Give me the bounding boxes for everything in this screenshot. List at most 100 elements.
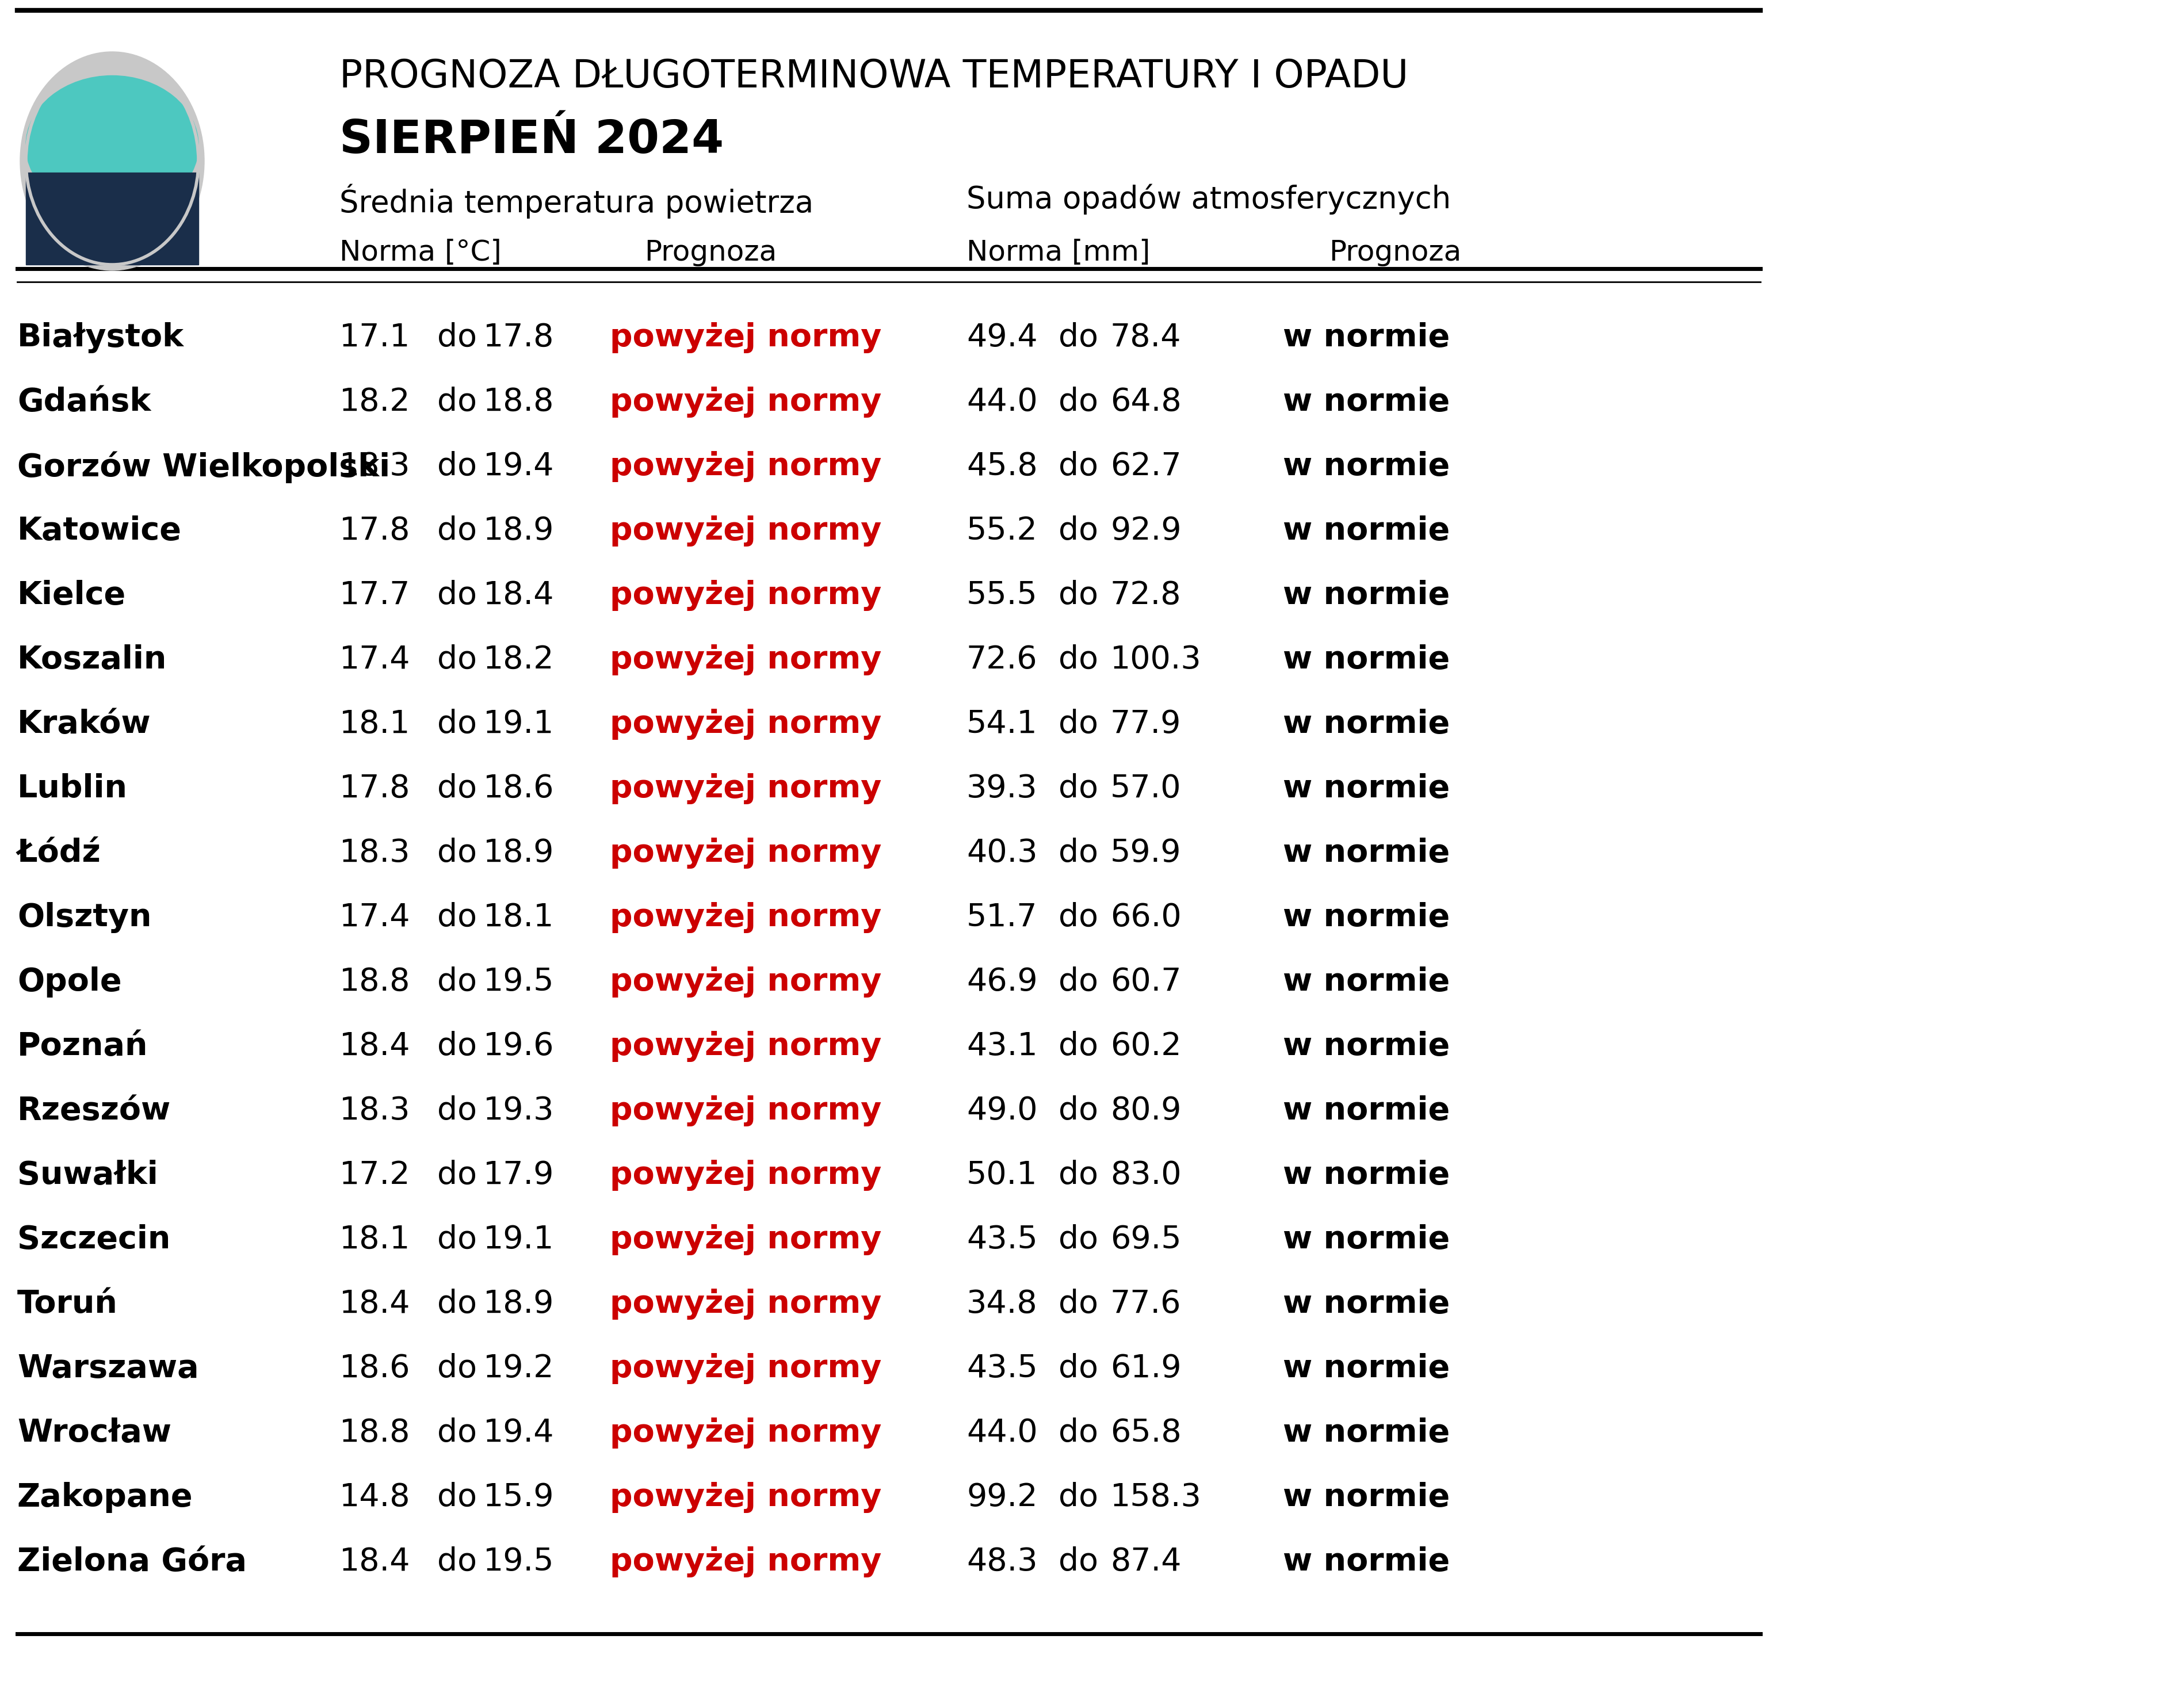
Text: do: do — [1059, 1288, 1098, 1320]
Text: 18.8: 18.8 — [483, 386, 554, 418]
Text: Toruń: Toruń — [17, 1288, 117, 1320]
Text: IM: IM — [83, 123, 141, 166]
Text: powyżej normy: powyżej normy — [609, 967, 880, 997]
Text: 19.1: 19.1 — [483, 1225, 554, 1255]
Text: w normie: w normie — [1283, 1353, 1450, 1383]
Text: w normie: w normie — [1283, 451, 1450, 482]
Text: w normie: w normie — [1283, 774, 1450, 804]
Text: do: do — [437, 451, 476, 482]
Text: w normie: w normie — [1283, 837, 1450, 869]
Text: 66.0: 66.0 — [1111, 902, 1180, 933]
Text: 18.6: 18.6 — [483, 774, 554, 804]
Text: 72.6: 72.6 — [965, 644, 1037, 675]
Text: 17.1: 17.1 — [339, 323, 411, 354]
Text: 80.9: 80.9 — [1111, 1095, 1180, 1126]
Text: Prognoza: Prognoza — [1328, 239, 1461, 266]
Text: powyżej normy: powyżej normy — [609, 1288, 880, 1320]
Text: 19.4: 19.4 — [483, 1418, 554, 1448]
Text: do: do — [1059, 1483, 1098, 1513]
Text: do: do — [437, 323, 476, 354]
Text: do: do — [1059, 1418, 1098, 1448]
Text: SIERPIEŃ 2024: SIERPIEŃ 2024 — [339, 118, 724, 162]
Text: Kielce: Kielce — [17, 581, 126, 611]
Text: 18.3: 18.3 — [339, 451, 411, 482]
Text: powyżej normy: powyżej normy — [609, 1160, 880, 1190]
Text: 57.0: 57.0 — [1111, 774, 1180, 804]
Text: do: do — [437, 1353, 476, 1383]
Text: Prognoza: Prognoza — [644, 239, 776, 266]
Text: w normie: w normie — [1283, 1418, 1450, 1448]
Text: 77.6: 77.6 — [1111, 1288, 1180, 1320]
Text: 44.0: 44.0 — [965, 1418, 1037, 1448]
Text: 54.1: 54.1 — [965, 709, 1037, 740]
Text: 19.5: 19.5 — [483, 967, 554, 997]
Text: 39.3: 39.3 — [965, 774, 1037, 804]
Text: 17.4: 17.4 — [339, 902, 411, 933]
Text: Kraków: Kraków — [17, 709, 150, 740]
Text: Łódź: Łódź — [17, 837, 100, 869]
Text: 19.6: 19.6 — [483, 1032, 554, 1062]
Text: 46.9: 46.9 — [965, 967, 1037, 997]
Text: w normie: w normie — [1283, 709, 1450, 740]
Text: w normie: w normie — [1283, 1095, 1450, 1126]
Text: do: do — [1059, 837, 1098, 869]
Text: 17.8: 17.8 — [339, 774, 411, 804]
Ellipse shape — [26, 75, 198, 215]
Text: Opole: Opole — [17, 967, 122, 997]
Text: do: do — [1059, 1225, 1098, 1255]
Text: do: do — [437, 1032, 476, 1062]
Text: do: do — [437, 774, 476, 804]
Text: Białystok: Białystok — [17, 323, 185, 354]
Text: powyżej normy: powyżej normy — [609, 1095, 880, 1126]
Text: 18.1: 18.1 — [339, 1225, 411, 1255]
Text: Gorzów Wielkopolski: Gorzów Wielkopolski — [17, 451, 389, 483]
Text: 43.5: 43.5 — [965, 1353, 1037, 1383]
Text: 17.7: 17.7 — [339, 581, 411, 611]
Text: do: do — [1059, 709, 1098, 740]
Text: 17.2: 17.2 — [339, 1160, 411, 1190]
Text: do: do — [437, 1160, 476, 1190]
Text: w normie: w normie — [1283, 386, 1450, 418]
Text: 83.0: 83.0 — [1111, 1160, 1180, 1190]
Text: do: do — [1059, 516, 1098, 547]
Text: 49.0: 49.0 — [965, 1095, 1037, 1126]
Text: do: do — [1059, 644, 1098, 675]
Text: 100.3: 100.3 — [1111, 644, 1202, 675]
Text: do: do — [437, 386, 476, 418]
Text: 18.2: 18.2 — [339, 386, 411, 418]
Text: w normie: w normie — [1283, 1225, 1450, 1255]
Text: 50.1: 50.1 — [965, 1160, 1037, 1190]
Text: do: do — [437, 1095, 476, 1126]
Text: Lublin: Lublin — [17, 774, 128, 804]
Text: w normie: w normie — [1283, 1288, 1450, 1320]
Text: powyżej normy: powyżej normy — [609, 902, 880, 933]
Text: 17.4: 17.4 — [339, 644, 411, 675]
Text: Rzeszów: Rzeszów — [17, 1095, 172, 1126]
Polygon shape — [26, 173, 198, 265]
Text: 18.3: 18.3 — [339, 1095, 411, 1126]
Text: 18.8: 18.8 — [339, 1418, 411, 1448]
Text: 61.9: 61.9 — [1111, 1353, 1180, 1383]
Text: do: do — [437, 1483, 476, 1513]
Text: powyżej normy: powyżej normy — [609, 386, 880, 418]
Text: Suma opadów atmosferycznych: Suma opadów atmosferycznych — [965, 184, 1450, 215]
Text: 99.2: 99.2 — [965, 1483, 1037, 1513]
Text: 18.1: 18.1 — [483, 902, 554, 933]
Text: do: do — [437, 1225, 476, 1255]
Text: 18.3: 18.3 — [339, 837, 411, 869]
Text: 49.4: 49.4 — [965, 323, 1037, 354]
Text: Wrocław: Wrocław — [17, 1418, 172, 1448]
Text: w normie: w normie — [1283, 1032, 1450, 1062]
Text: do: do — [1059, 774, 1098, 804]
Text: Olsztyn: Olsztyn — [17, 902, 152, 933]
Text: 19.1: 19.1 — [483, 709, 554, 740]
Text: powyżej normy: powyżej normy — [609, 1225, 880, 1255]
Text: Katowice: Katowice — [17, 516, 183, 547]
Text: do: do — [1059, 1095, 1098, 1126]
Text: powyżej normy: powyżej normy — [609, 323, 880, 354]
Text: 72.8: 72.8 — [1111, 581, 1180, 611]
Text: do: do — [1059, 967, 1098, 997]
Text: Norma [mm]: Norma [mm] — [965, 239, 1150, 266]
Text: w normie: w normie — [1283, 902, 1450, 933]
Text: 40.3: 40.3 — [965, 837, 1037, 869]
